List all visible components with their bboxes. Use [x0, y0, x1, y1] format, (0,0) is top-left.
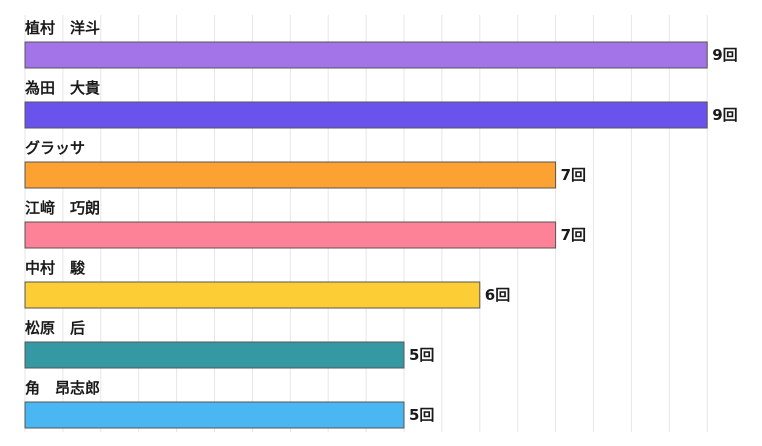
bar	[24, 221, 557, 249]
value-label: 9回	[712, 106, 737, 124]
value-label: 5回	[409, 406, 434, 424]
value-label: 5回	[409, 346, 434, 364]
category-label: グラッサ	[25, 139, 85, 157]
category-label: 為田 大貴	[24, 79, 100, 97]
category-label: 角 昂志郎	[25, 379, 100, 397]
category-label: 中村 駿	[25, 259, 86, 277]
category-label: 松原 后	[25, 319, 85, 337]
value-label: 7回	[561, 226, 586, 244]
bar	[24, 101, 708, 129]
value-label: 7回	[561, 166, 586, 184]
bar	[24, 341, 405, 369]
bar	[24, 41, 708, 69]
bar	[24, 161, 557, 189]
category-label: 植村 洋斗	[25, 19, 100, 37]
value-label: 9回	[712, 46, 737, 64]
value-label: 6回	[485, 286, 510, 304]
category-label: 江﨑 巧朗	[25, 199, 100, 217]
bar	[24, 401, 405, 429]
bar	[24, 281, 481, 309]
